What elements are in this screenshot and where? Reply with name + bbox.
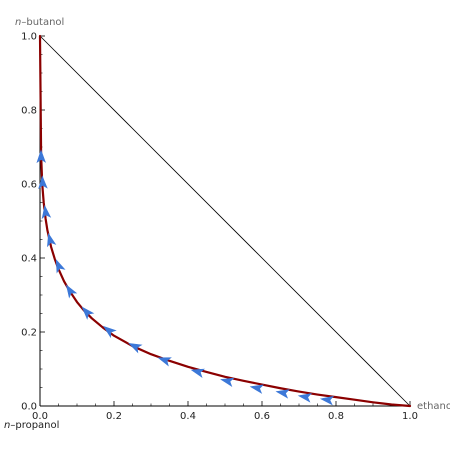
direction-arrow — [157, 357, 172, 367]
direction-arrow — [47, 232, 57, 248]
direction-arrow — [38, 175, 48, 190]
direction-arrow — [190, 368, 206, 378]
x-tick-label: 0.0 — [32, 411, 48, 422]
x-tick-label: 0.6 — [254, 411, 270, 422]
corner-label-prefix: n — [4, 420, 10, 431]
x-tick-label: 0.2 — [106, 411, 122, 422]
y-tick-labels: 0.0 0.2 0.4 0.6 0.8 1.0 — [21, 32, 37, 413]
direction-arrow — [319, 395, 335, 406]
arrow-group — [36, 149, 335, 406]
y-tick-label: 1.0 — [21, 32, 37, 43]
y-tick-label: 0.2 — [21, 328, 37, 339]
direction-arrow — [249, 384, 265, 394]
direction-arrow — [220, 377, 235, 388]
direction-arrow — [275, 389, 290, 399]
direction-arrow — [128, 342, 143, 354]
direction-arrow — [103, 325, 117, 339]
corner-label: n–propanol — [4, 420, 59, 431]
x-tick-label: 1.0 — [402, 411, 418, 422]
y-tick-label: 0.8 — [21, 106, 37, 117]
diagonal-line — [39, 35, 411, 407]
x-tick-labels: 0.0 0.2 0.4 0.6 0.8 1.0 — [32, 411, 418, 422]
ylabel: n–butanol — [15, 17, 64, 28]
y-tick-label: 0.0 — [21, 402, 37, 413]
x-tick-label: 0.8 — [328, 411, 344, 422]
corner-label-rest: –propanol — [10, 420, 59, 431]
direction-arrow — [297, 393, 313, 403]
direction-arrow — [65, 284, 78, 299]
series-line-main — [38, 34, 412, 408]
ylabel-prefix: n — [15, 17, 21, 28]
y-tick-label: 0.4 — [21, 254, 37, 265]
y-tick-label: 0.6 — [21, 180, 37, 191]
x-tick-label: 0.4 — [180, 411, 196, 422]
direction-arrow — [55, 259, 66, 274]
x-ticks — [39, 401, 411, 406]
direction-arrow — [41, 204, 52, 220]
ylabel-rest: –butanol — [21, 17, 64, 28]
xlabel: ethanol — [417, 401, 450, 412]
direction-arrow — [81, 306, 95, 320]
direction-arrow — [36, 149, 46, 164]
